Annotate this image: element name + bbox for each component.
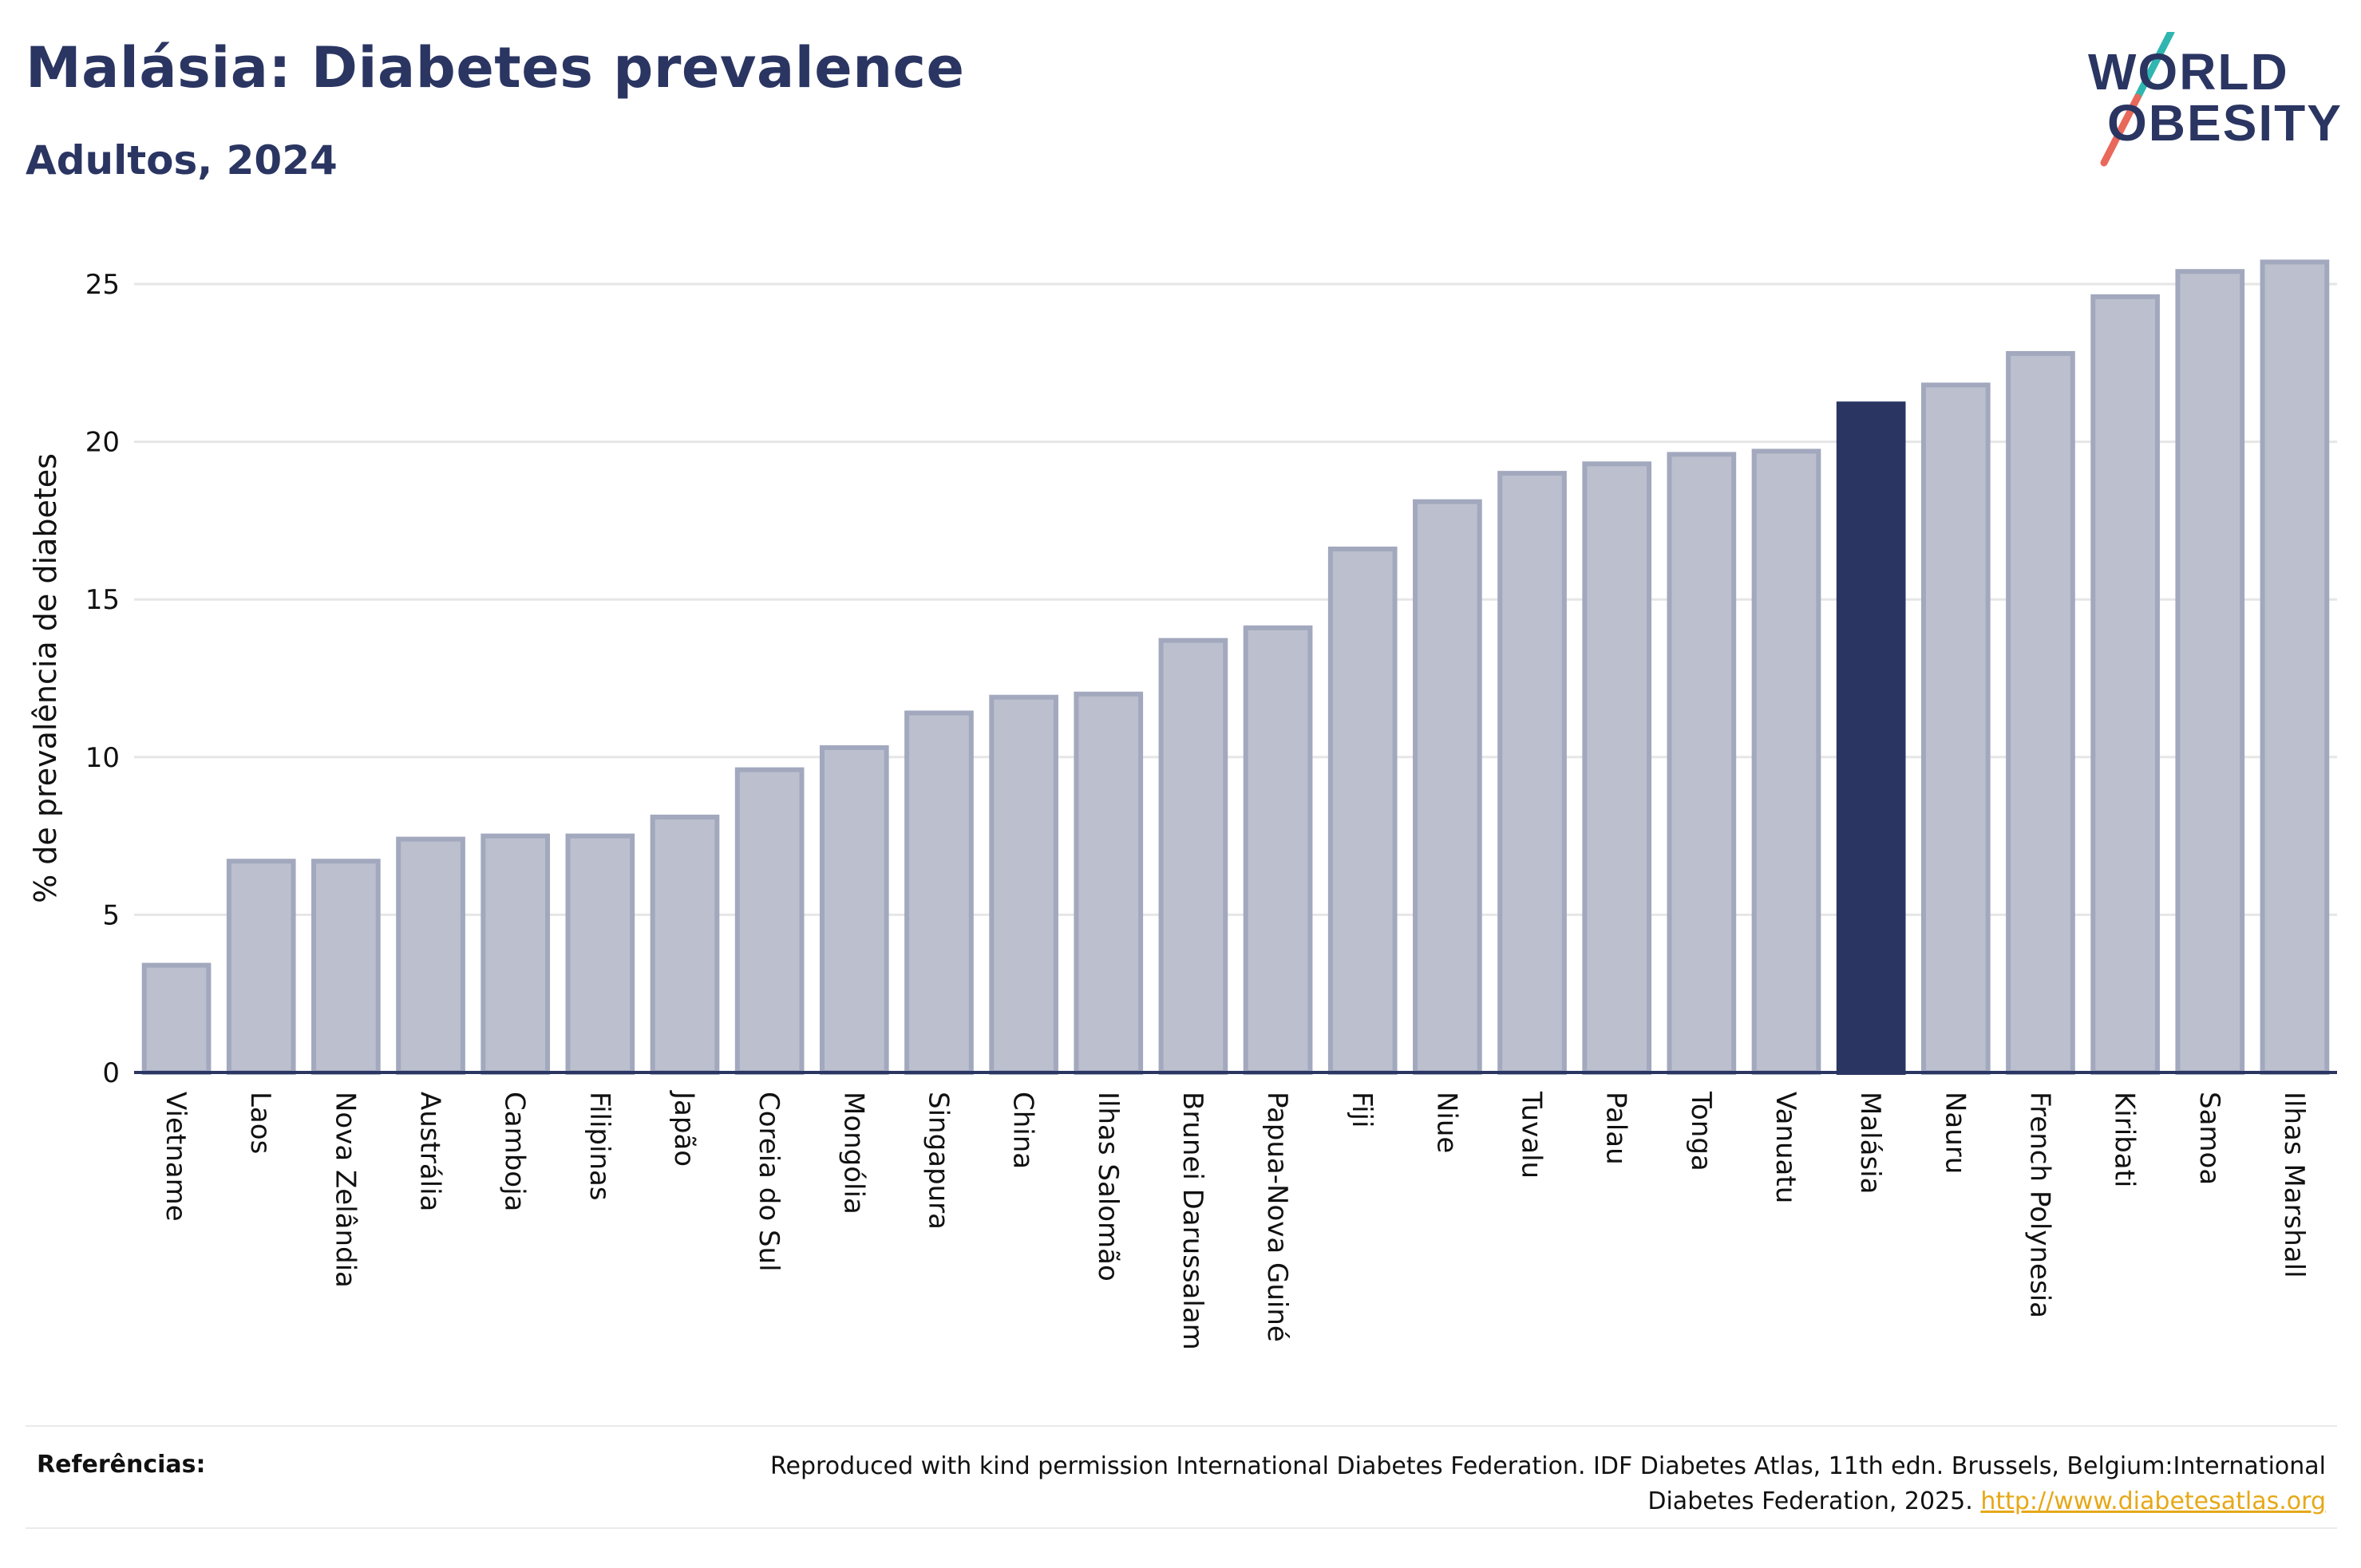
- bar: [2006, 350, 2075, 1076]
- chart-title: Malásia: Diabetes prevalence: [26, 35, 965, 101]
- x-tick-label: Palau: [1600, 1092, 1632, 1165]
- bar: [1158, 638, 1228, 1075]
- x-tick-label: French Polynesia: [2023, 1092, 2055, 1318]
- x-tick-label: Kiribati: [2109, 1092, 2141, 1187]
- bar: [989, 694, 1058, 1075]
- x-axis-labels: Vietname Laos Nova Zelândia Austrália Camboj…: [160, 1090, 2310, 1350]
- x-tick-label: Tuvalu: [1516, 1091, 1548, 1179]
- x-tick-label: Austrália: [414, 1092, 446, 1211]
- references-citation: Reproduced with kind permission Internat…: [770, 1452, 2326, 1515]
- logo-text-obesity: OBESITY: [2107, 94, 2343, 152]
- x-tick-label: Papua-Nova Guiné: [1261, 1092, 1293, 1342]
- x-tick-label: Nova Zelândia: [329, 1092, 361, 1288]
- x-tick-label: Laos: [244, 1092, 276, 1154]
- bar: [2175, 269, 2245, 1075]
- bar: [311, 859, 381, 1075]
- bar: [2090, 294, 2160, 1076]
- y-tick-label: 10: [85, 742, 120, 774]
- x-tick-label: China: [1007, 1092, 1039, 1169]
- x-tick-label: Fiji: [1346, 1092, 1378, 1128]
- y-tick-label: 5: [102, 899, 120, 931]
- x-tick-label: Brunei Darussalam: [1177, 1092, 1208, 1350]
- logo-slash-icon: [2100, 32, 2175, 167]
- references-label: Referências:: [37, 1451, 206, 1479]
- x-tick-label: Camboja: [499, 1092, 531, 1211]
- bar: [565, 833, 635, 1075]
- bar: [2260, 259, 2330, 1075]
- x-tick-label: Vanuatu: [1770, 1092, 1801, 1203]
- x-tick-label: Ilhas Salomão: [1092, 1092, 1124, 1282]
- y-axis-title: % de prevalência de diabetes: [28, 453, 63, 903]
- bar: [141, 962, 212, 1075]
- bar: [1920, 382, 1991, 1075]
- bars: [141, 259, 2330, 1076]
- x-tick-label: Niue: [1430, 1092, 1462, 1153]
- y-axis-ticks: 0 5 10 15 20 25: [85, 269, 120, 1089]
- x-tick-label: Mongólia: [837, 1092, 869, 1215]
- x-tick-label: Malásia: [1854, 1092, 1886, 1194]
- bar: [904, 710, 974, 1075]
- logo-text-world: WORLD: [2088, 43, 2289, 101]
- bar: [1751, 448, 1821, 1075]
- bar: [396, 836, 465, 1075]
- bar: [1413, 499, 1482, 1075]
- bar: [481, 833, 551, 1075]
- bar-chart: 0 5 10 15 20 25 Vietname Laos Nova Zelândia Aust…: [28, 259, 2337, 1350]
- x-tick-label: Nauru: [1939, 1092, 1971, 1174]
- x-tick-label: Coreia do Sul: [753, 1092, 785, 1272]
- bar: [650, 814, 720, 1075]
- y-tick-label: 0: [102, 1057, 120, 1089]
- bar: [1327, 546, 1398, 1075]
- y-tick-label: 25: [85, 269, 120, 301]
- references-footer: Referências: Reproduced with kind permis…: [26, 1425, 2337, 1529]
- references-link[interactable]: http://www.diabetesatlas.org: [1980, 1487, 2326, 1515]
- x-tick-label: Tonga: [1685, 1091, 1717, 1171]
- y-tick-label: 15: [85, 584, 120, 616]
- bar: [1243, 625, 1313, 1075]
- x-tick-label: Filipinas: [583, 1092, 615, 1201]
- references-text: Reproduced with kind permission Internat…: [690, 1449, 2326, 1519]
- x-tick-label: Vietname: [160, 1092, 192, 1222]
- x-tick-label: Ilhas Marshall: [2278, 1092, 2310, 1278]
- world-obesity-logo: WORLD OBESITY: [2075, 32, 2347, 168]
- bar: [819, 745, 889, 1075]
- bar: [734, 767, 805, 1075]
- bar: [226, 859, 296, 1075]
- x-tick-label: Singapura: [922, 1092, 954, 1230]
- bar: [1582, 461, 1652, 1075]
- x-tick-label: Japão: [668, 1090, 700, 1167]
- bar: [1836, 401, 1906, 1075]
- x-tick-label: Samoa: [2193, 1092, 2225, 1185]
- bar: [1667, 452, 1737, 1075]
- chart-subtitle: Adultos, 2024: [26, 137, 338, 184]
- bar: [1074, 691, 1144, 1075]
- y-tick-label: 20: [85, 427, 120, 459]
- bar: [1497, 471, 1567, 1075]
